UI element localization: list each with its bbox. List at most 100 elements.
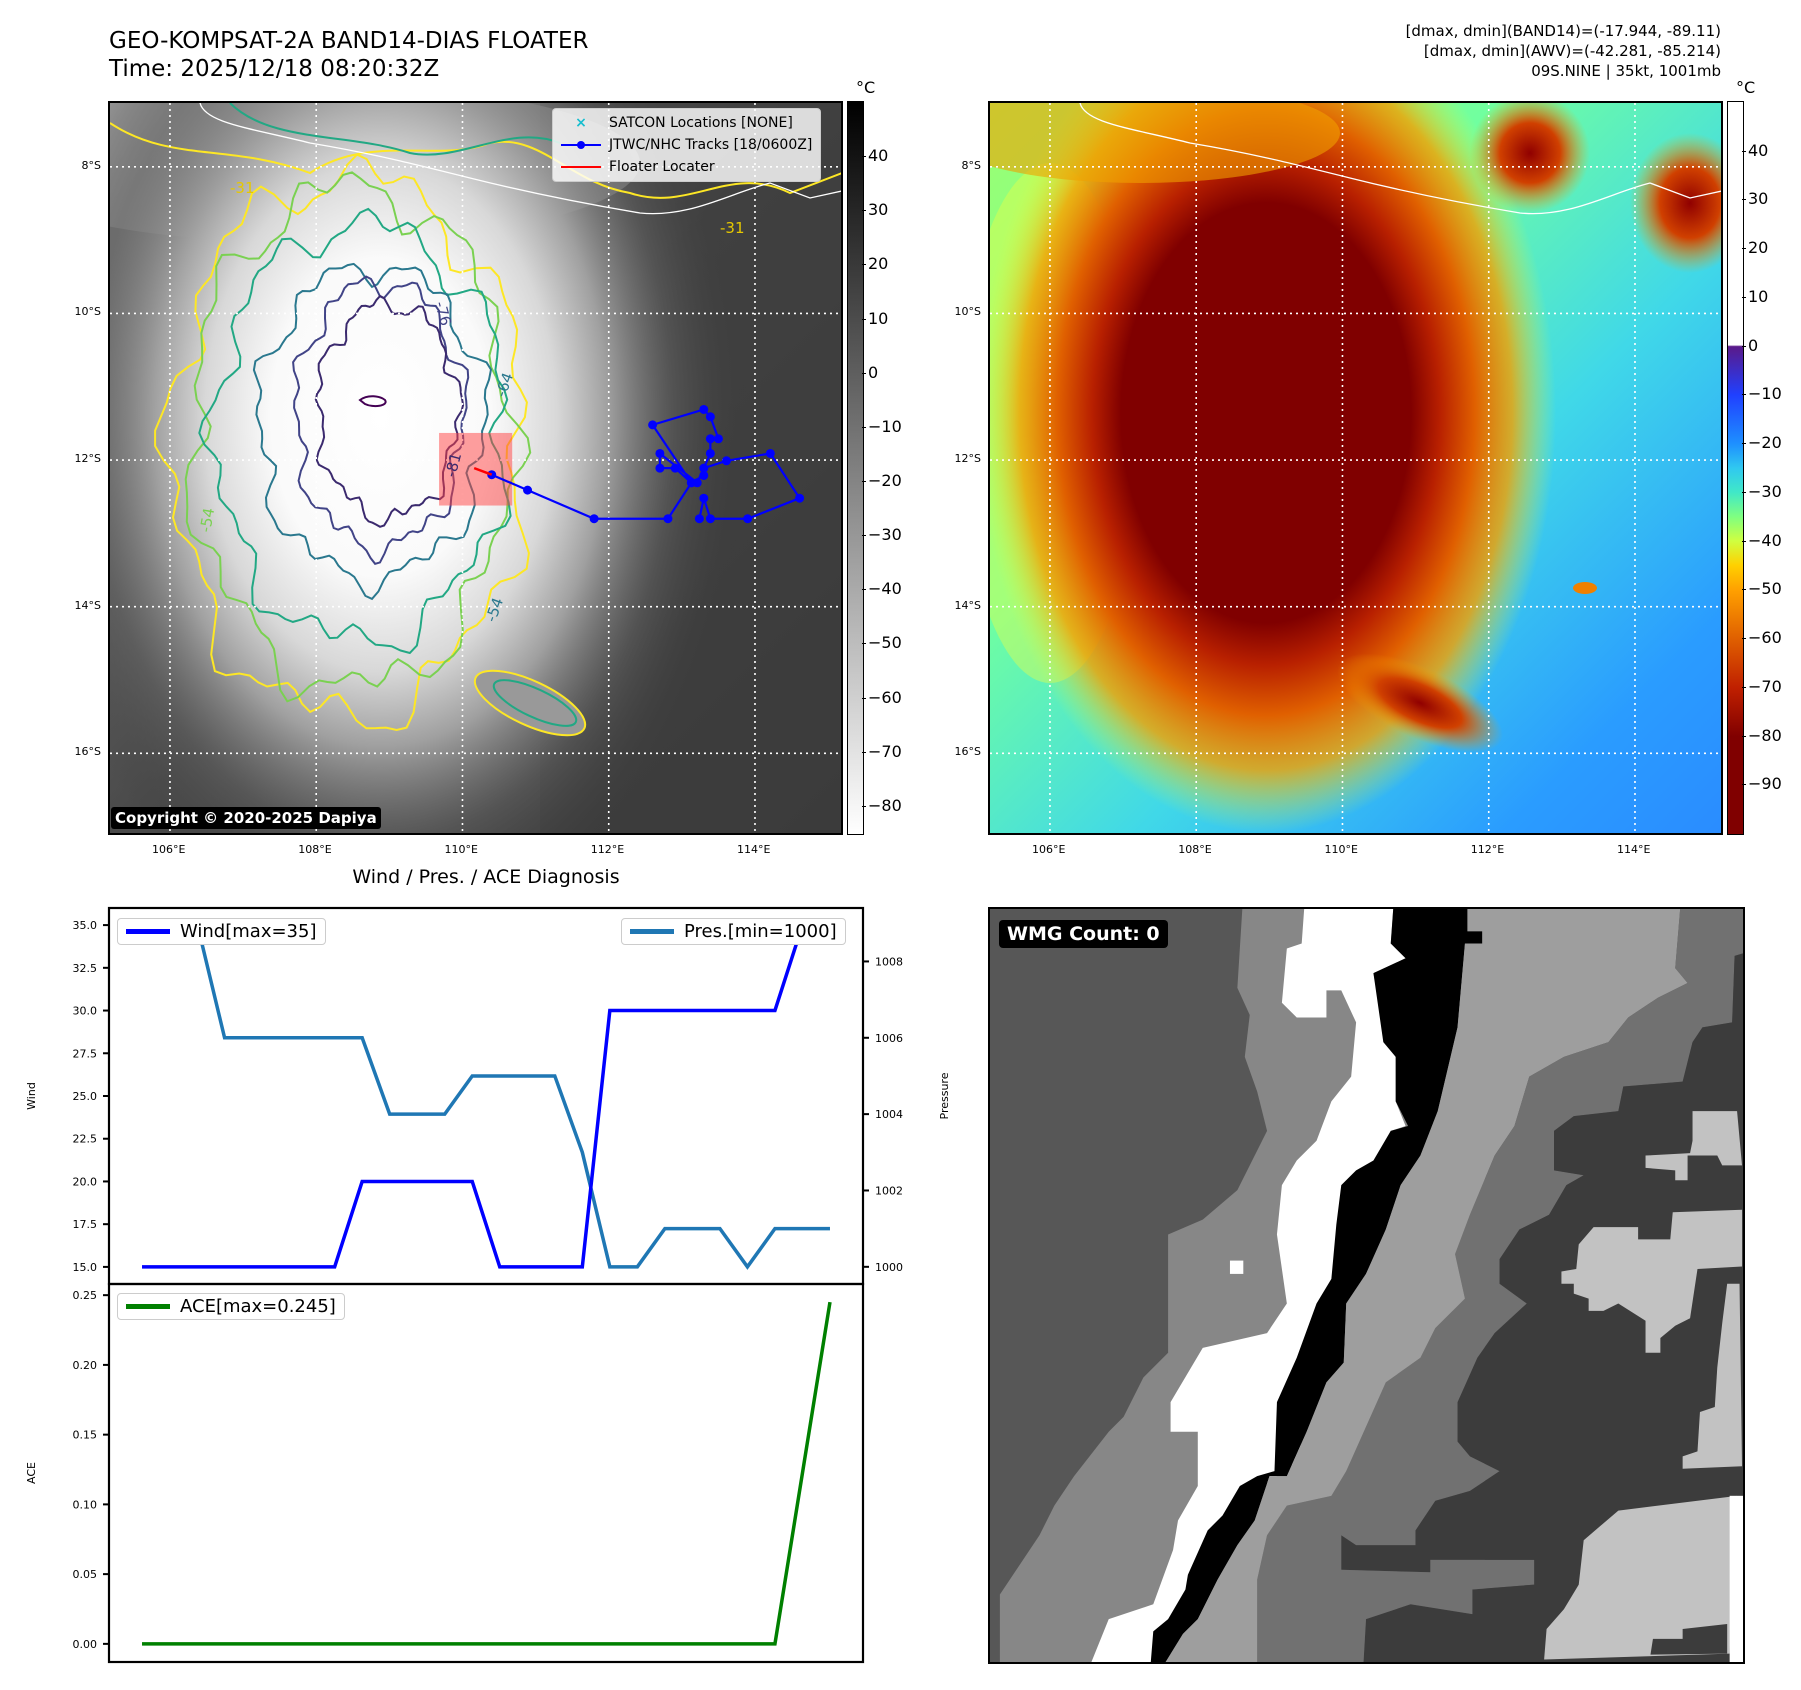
ace-line [142, 1301, 832, 1646]
colorbar-tick-mark [862, 426, 866, 428]
contour-label: -31 [230, 179, 255, 197]
colorbar-tick: 30 [868, 200, 889, 220]
colorbar-tick-mark [1742, 638, 1746, 640]
track-point [705, 448, 715, 458]
awv-lat-tick: 12°S [954, 452, 981, 466]
colorbar-tick-mark [862, 751, 866, 753]
figure-time: Time: 2025/12/18 08:20:32Z [109, 56, 440, 82]
contour-line [252, 262, 493, 601]
awv-lon-tick: 108°E [1178, 843, 1212, 856]
legend-label: JTWC/NHC Tracks [18/0600Z] [609, 137, 813, 153]
track-point [655, 463, 665, 473]
awv-colorbar-unit: °C [1736, 78, 1756, 97]
ace-axis-label: ACE [25, 1462, 38, 1484]
colorbar-tick: −10 [868, 416, 902, 436]
colorbar-tick: −50 [1748, 579, 1782, 599]
colorbar-tick: −10 [1748, 384, 1782, 404]
wmg-image [990, 909, 1743, 1662]
ir-lat-tick: 10°S [74, 305, 101, 319]
ir-colorbar-unit: °C [856, 78, 876, 97]
colorbar-tick-mark [1742, 248, 1746, 250]
track-point [699, 493, 709, 503]
colorbar-tick: −50 [868, 633, 902, 653]
colorbar-tick-mark [1742, 394, 1746, 396]
awv-lat-tick: 16°S [954, 745, 981, 759]
contour-label: -31 [720, 219, 745, 237]
ace-axes-frame [107, 1282, 865, 1664]
contour-label: -81 [441, 451, 465, 479]
colorbar-tick-mark [1742, 150, 1746, 152]
ir-colorbar [847, 101, 864, 835]
contour-line [314, 294, 465, 528]
colorbar-tick-mark [862, 372, 866, 374]
ir-lon-tick: 110°E [444, 843, 478, 856]
floater-locater-line [473, 466, 493, 476]
colorbar-tick-mark [862, 589, 866, 591]
y-tick-label: 17.5 [73, 1218, 98, 1231]
colorbar-tick-mark [1742, 540, 1746, 542]
colorbar-tick-mark [862, 318, 866, 320]
track-line-icon [561, 138, 601, 152]
colorbar-tick-mark [862, 535, 866, 537]
wmg-count-badge: WMG Count: 0 [999, 920, 1168, 948]
y-tick-label: 1004 [875, 1108, 903, 1121]
colorbar-tick-mark [1742, 443, 1746, 445]
ace-swatch [126, 1304, 170, 1309]
track-point [699, 404, 709, 414]
colorbar-tick-mark [1742, 784, 1746, 786]
y-tick-label: 25.0 [73, 1090, 98, 1103]
ir-lon-tick: 114°E [736, 843, 771, 856]
colorbar-tick-mark [862, 210, 866, 212]
band14-range-text: [dmax, dmin](BAND14)=(-17.944, -89.11) [1405, 22, 1721, 40]
track-point [721, 456, 731, 466]
y-tick-label: 0.10 [73, 1498, 98, 1511]
track-point [743, 514, 753, 524]
track-point [765, 448, 775, 458]
y-tick-label: 1006 [875, 1032, 903, 1045]
colorbar-tick: 0 [1748, 335, 1759, 355]
colorbar-tick-mark [1742, 589, 1746, 591]
storm-info-text: 09S.NINE | 35kt, 1001mb [1531, 62, 1721, 80]
awv-lat-tick: 14°S [954, 598, 981, 612]
contour-label: -54 [196, 506, 218, 533]
pressure-line [142, 921, 830, 1270]
y-tick-label: 30.0 [73, 1005, 98, 1018]
pressure-axis-label: Pressure [938, 1072, 951, 1119]
colorbar-tick: 10 [1748, 286, 1769, 306]
track-point [699, 470, 709, 480]
awv-lon-tick: 114°E [1616, 843, 1651, 856]
colorbar-tick: −70 [868, 741, 902, 761]
colorbar-tick: −40 [868, 579, 902, 599]
y-tick-label: 15.0 [73, 1261, 98, 1274]
contour-line [198, 207, 512, 655]
track-point [589, 514, 599, 524]
y-tick-label: 0.00 [73, 1638, 98, 1651]
y-tick-label: 0.20 [73, 1359, 98, 1372]
colorbar-tick-mark [1742, 735, 1746, 737]
colorbar-tick: −20 [1748, 433, 1782, 453]
wind-axis-label: Wind [25, 1082, 38, 1110]
colorbar-tick: −90 [1748, 774, 1782, 794]
chart-title: Wind / Pres. / ACE Diagnosis [352, 866, 620, 888]
colorbar-tick: 20 [1748, 238, 1769, 258]
coastline [1079, 103, 1721, 215]
contour-line [184, 171, 532, 703]
colorbar-tick-mark [1742, 491, 1746, 493]
colorbar-tick: −70 [1748, 676, 1782, 696]
colorbar-tick: −60 [868, 687, 902, 707]
track-point [705, 514, 715, 524]
colorbar-tick: −80 [1748, 725, 1782, 745]
awv-lat-tick: 10°S [954, 305, 981, 319]
track-point [523, 485, 533, 495]
colorbar-tick: −60 [1748, 628, 1782, 648]
track-point [699, 463, 709, 473]
ir-lat-tick: 16°S [74, 745, 101, 759]
legend-label: ACE[max=0.245] [180, 1296, 336, 1317]
ir-lat-tick: 8°S [81, 158, 101, 172]
colorbar-tick-mark [1742, 199, 1746, 201]
y-tick-label: 0.25 [73, 1289, 98, 1302]
colorbar-tick-mark [862, 156, 866, 158]
track-point [705, 412, 715, 422]
colorbar-tick: 40 [868, 146, 889, 166]
track-point [694, 514, 704, 524]
